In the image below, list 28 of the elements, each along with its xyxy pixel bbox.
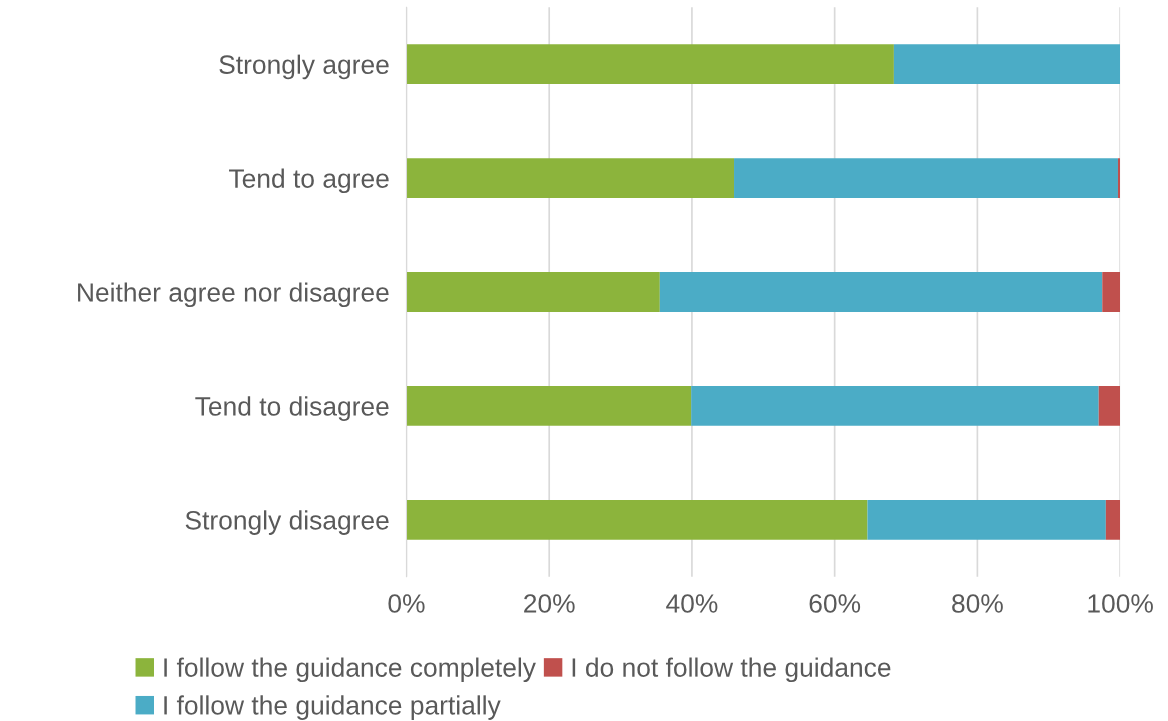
bar (1102, 272, 1121, 312)
bar (691, 385, 1099, 426)
bar (659, 272, 1103, 312)
bar (734, 158, 1118, 199)
bar (867, 499, 1106, 540)
bar (1105, 499, 1121, 540)
bar (1098, 385, 1121, 426)
legend-label: I follow the guidance completely (164, 657, 536, 683)
y-tick-label: Strongly disagree (185, 510, 389, 535)
bar (406, 44, 894, 85)
bar (406, 385, 692, 426)
x-tick-label: 40% (666, 594, 718, 613)
y-tick-label: Tend to disagree (195, 396, 389, 421)
legend-label: I follow the guidance partially (164, 695, 501, 720)
x-tick-label: 60% (809, 594, 861, 613)
bar (893, 44, 1121, 85)
bar (1117, 158, 1121, 199)
x-tick-label: 100% (1088, 594, 1153, 613)
legend-label: I do not follow the guidance (572, 657, 891, 683)
x-tick-label: 80% (952, 594, 1003, 613)
x-tick-label: 20% (524, 594, 575, 613)
bar (406, 158, 735, 199)
x-tick-label: 0% (388, 594, 425, 613)
bar (406, 272, 660, 312)
bar (406, 499, 868, 540)
y-tick-label: Neither agree nor disagree (78, 282, 389, 308)
y-tick-label: Strongly agree (219, 54, 389, 80)
y-tick-label: Tend to agree (229, 168, 389, 194)
